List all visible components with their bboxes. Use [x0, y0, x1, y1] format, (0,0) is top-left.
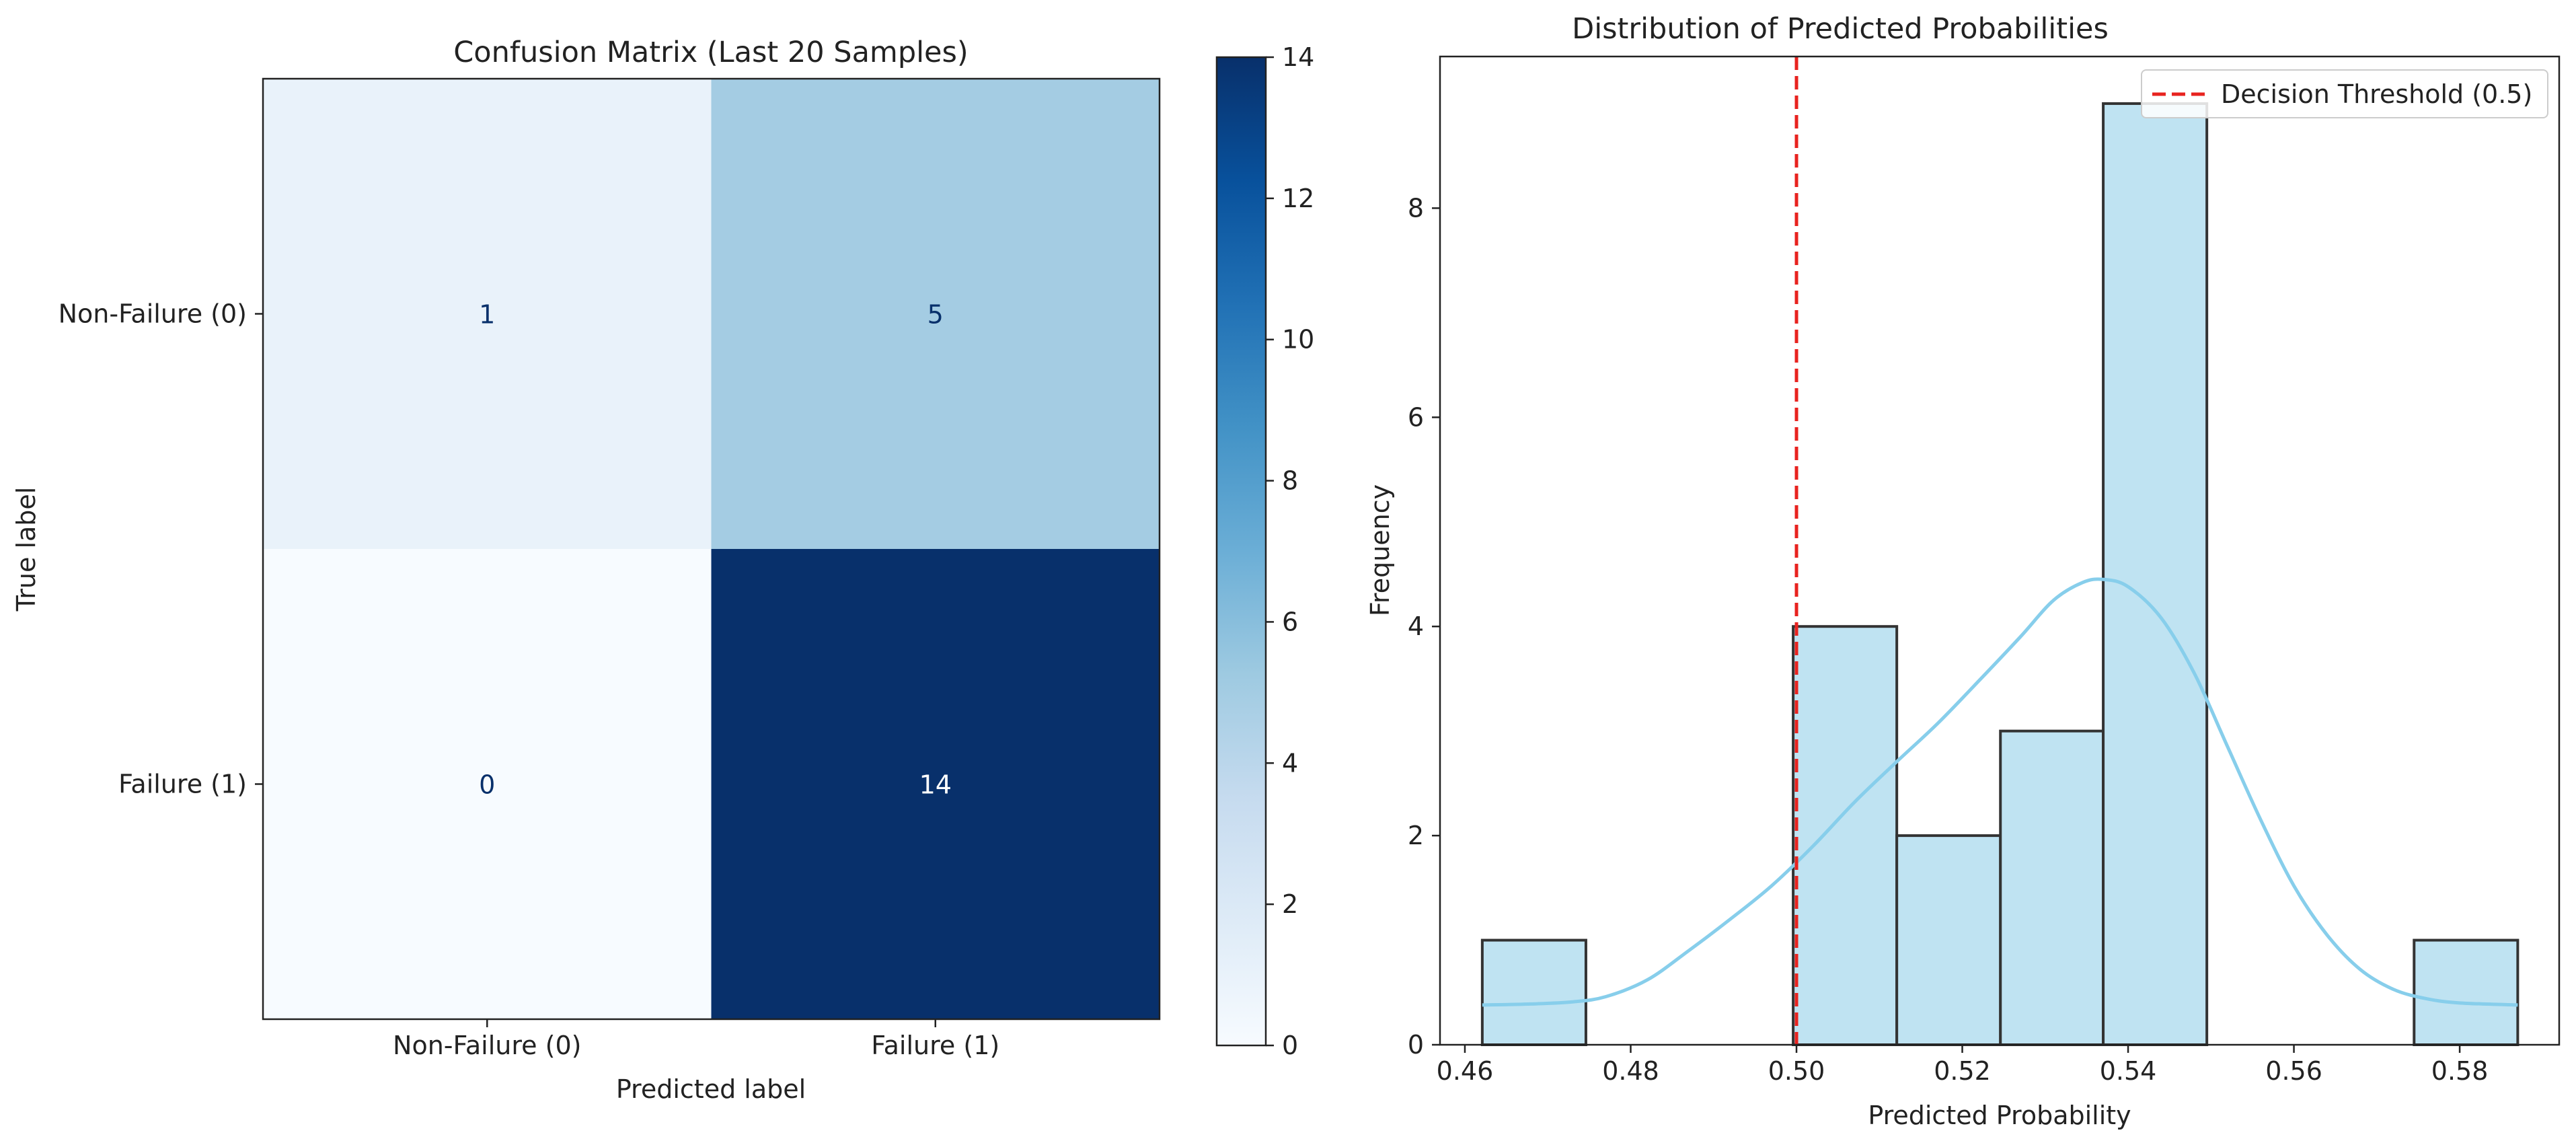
- cm-cell-value-0-1: 5: [927, 300, 944, 330]
- cm-x-tick-label: Non-Failure (0): [393, 1031, 581, 1060]
- legend[interactable]: Decision Threshold (0.5): [2141, 69, 2548, 118]
- hist-bar: [2102, 102, 2209, 1046]
- hist-title: Distribution of Predicted Probabilities: [1572, 12, 2109, 46]
- colorbar: [1215, 56, 1267, 1047]
- hist-bar: [1895, 834, 2002, 1047]
- hist-y-ticks: 0 2 4 6 8: [1408, 193, 1440, 1060]
- hist-frame: [1439, 55, 2561, 1046]
- cm-ylabel: True label: [11, 487, 41, 612]
- hist-x-tick-label: 0.46: [1437, 1056, 1494, 1086]
- cm-cell-0-0: [263, 79, 712, 550]
- cm-y-tick-label: Non-Failure (0): [59, 299, 247, 329]
- colorbar-tick-label: 0: [1282, 1031, 1298, 1060]
- hist-ylabel: Frequency: [1365, 484, 1395, 616]
- colorbar-ticks: 0 2 4 6 8 10 12 14: [1266, 42, 1314, 1060]
- cm-frame: [262, 77, 1161, 1021]
- colorbar-tick-label: 10: [1282, 325, 1314, 355]
- cm-y-tick-label: Failure (1): [118, 770, 247, 799]
- cm-cell-value-0-0: 1: [479, 300, 495, 330]
- hist-y-tick-label: 4: [1408, 612, 1424, 641]
- confusion-matrix-panel: Confusion Matrix (Last 20 Samples) 1 5 0 14…: [11, 36, 1314, 1104]
- cm-x-tick-label: Failure (1): [871, 1031, 999, 1060]
- cm-cell-1-1: [711, 549, 1160, 1020]
- colorbar-tick-label: 14: [1282, 42, 1314, 72]
- legend-box: [2141, 69, 2548, 118]
- cm-cell-0-1: [711, 79, 1160, 550]
- cm-cells: [263, 79, 1160, 1020]
- hist-xlabel: Predicted Probability: [1868, 1101, 2131, 1130]
- cm-x-ticks: Non-Failure (0) Failure (1): [393, 1019, 999, 1060]
- cm-cell-1-0: [263, 549, 712, 1020]
- colorbar-tick-label: 6: [1282, 607, 1298, 636]
- hist-bar: [2413, 938, 2520, 1047]
- hist-y-tick-label: 0: [1408, 1030, 1424, 1060]
- hist-bar: [1999, 729, 2105, 1046]
- cm-cell-value-1-1: 14: [919, 770, 952, 800]
- hist-x-tick-label: 0.56: [2265, 1056, 2322, 1086]
- cm-y-ticks: Non-Failure (0) Failure (1): [59, 299, 263, 799]
- hist-bar: [1792, 625, 1899, 1046]
- hist-y-tick-label: 6: [1408, 402, 1424, 432]
- hist-y-tick-label: 8: [1408, 193, 1424, 223]
- cm-title: Confusion Matrix (Last 20 Samples): [453, 36, 968, 69]
- histogram-panel: Distribution of Predicted Probabilities …: [1365, 12, 2561, 1130]
- hist-x-ticks: 0.46 0.48 0.50 0.52 0.54 0.56 0.58: [1437, 1045, 2489, 1086]
- hist-bar: [1480, 938, 1587, 1047]
- hist-x-tick-label: 0.50: [1768, 1056, 1825, 1086]
- colorbar-tick-label: 4: [1282, 748, 1298, 778]
- cm-annotations: 1 5 0 14: [479, 300, 952, 800]
- hist-bars: [1480, 102, 2520, 1047]
- kde-curve: [1482, 577, 2518, 1007]
- hist-x-tick-label: 0.58: [2431, 1056, 2489, 1086]
- hist-x-tick-label: 0.48: [1602, 1056, 1659, 1086]
- cm-xlabel: Predicted label: [616, 1074, 806, 1104]
- hist-y-tick-label: 2: [1408, 821, 1424, 850]
- hist-x-tick-label: 0.54: [2100, 1056, 2157, 1086]
- colorbar-tick-label: 2: [1282, 889, 1298, 919]
- hist-x-tick-label: 0.52: [1934, 1056, 1991, 1086]
- cm-cell-value-1-0: 0: [479, 770, 495, 800]
- colorbar-tick-label: 12: [1282, 184, 1314, 213]
- legend-threshold-label: Decision Threshold (0.5): [2221, 79, 2532, 109]
- colorbar-tick-label: 8: [1282, 466, 1298, 496]
